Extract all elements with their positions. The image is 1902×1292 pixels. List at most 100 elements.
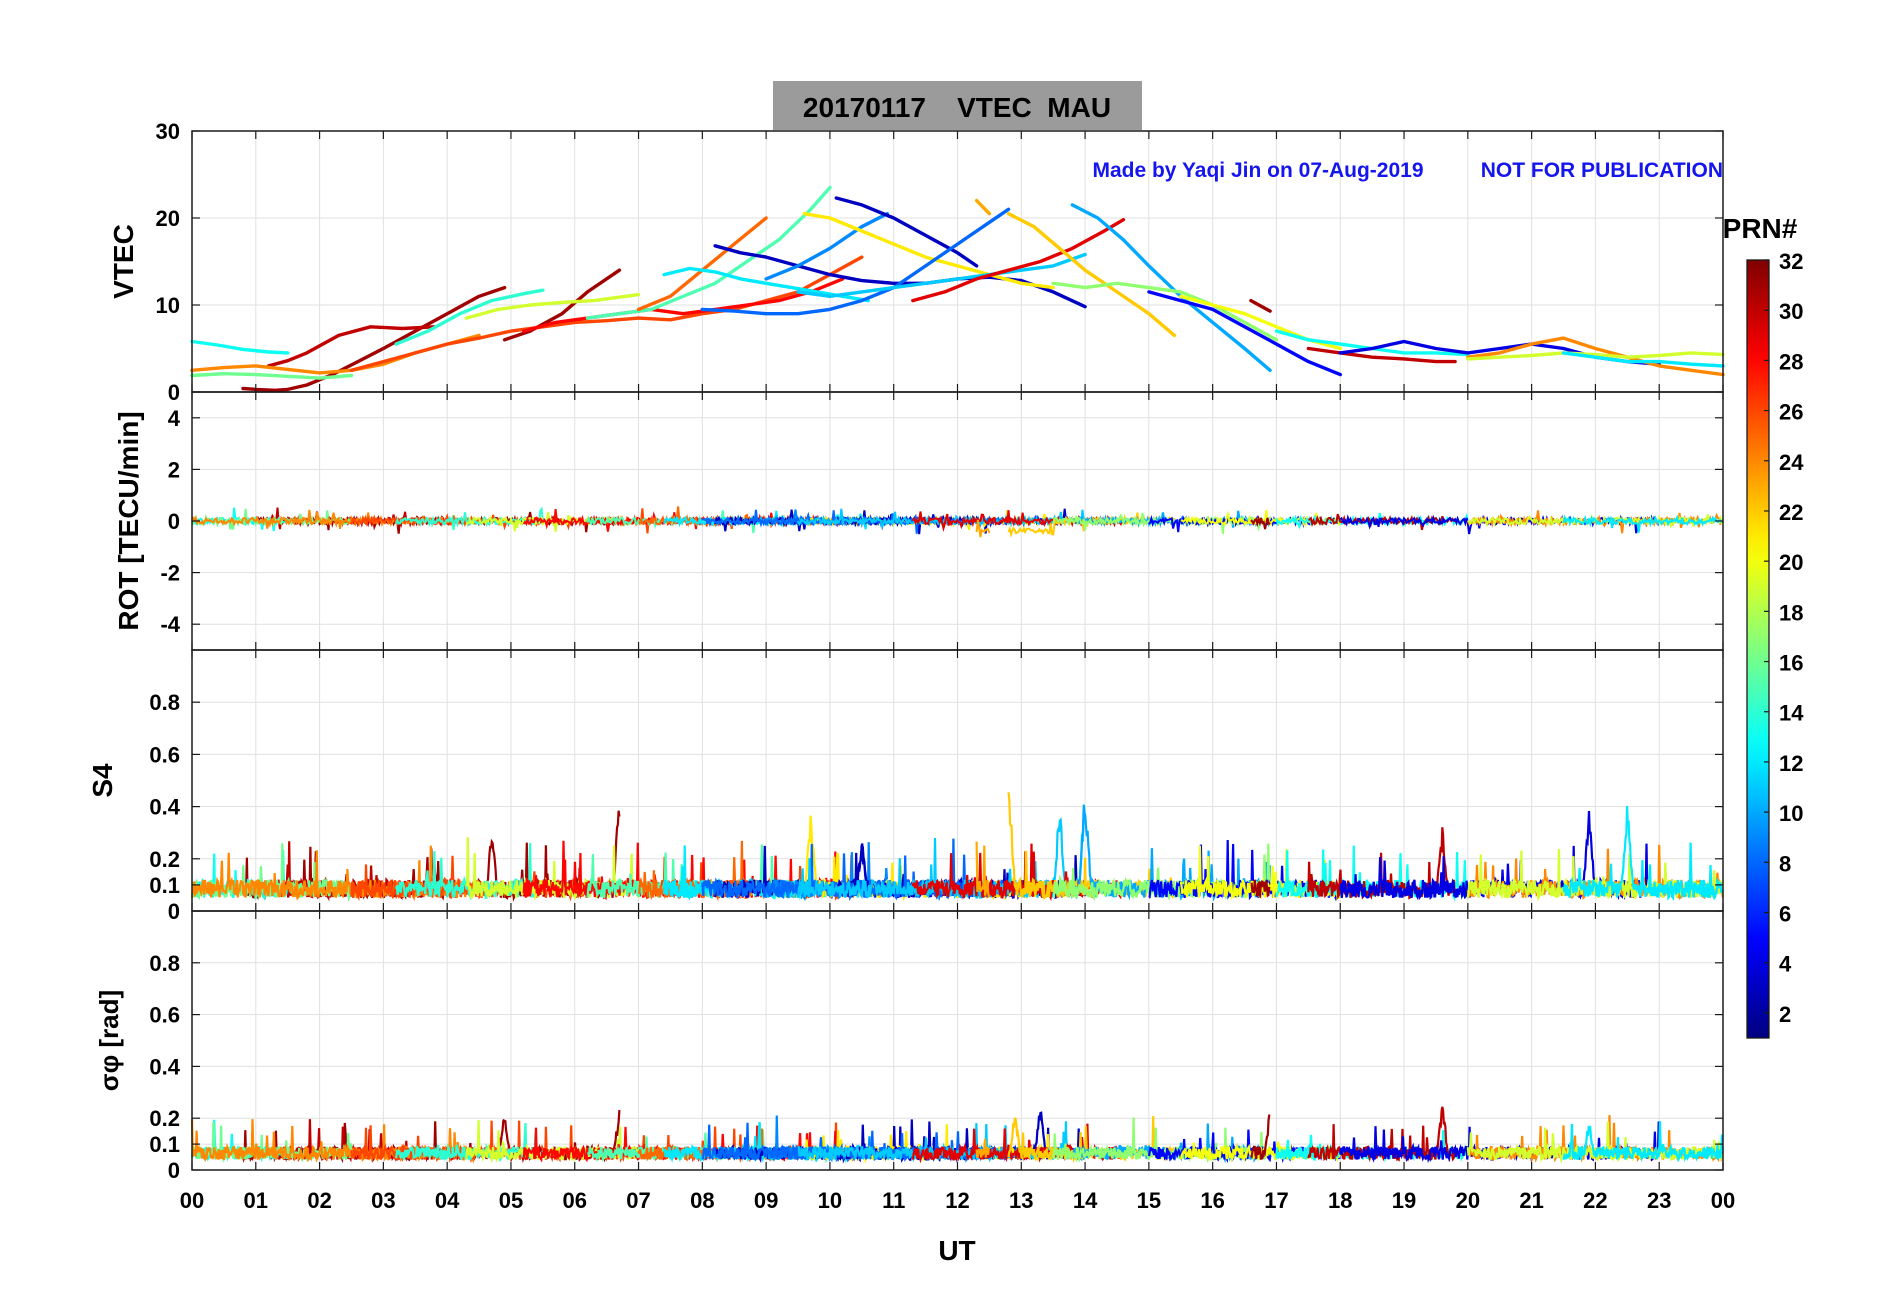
x-tick-label: 02 — [307, 1188, 331, 1213]
x-axis-label: UT — [938, 1235, 975, 1266]
y-tick-label: 10 — [156, 293, 180, 318]
sigma-phi-series — [975, 1138, 990, 1158]
x-tick-label: 07 — [626, 1188, 650, 1213]
sigma-phi-series — [911, 1123, 1123, 1164]
y-tick-label: 20 — [156, 206, 180, 231]
y-tick-label: 0.1 — [149, 1132, 180, 1157]
vtec-series — [585, 185, 832, 320]
x-tick-label: 23 — [1647, 1188, 1671, 1213]
x-tick-label: 01 — [244, 1188, 268, 1213]
chart-title: 20170117 VTEC MAU — [803, 92, 1111, 123]
s4-series — [1250, 879, 1271, 899]
x-tick-label: 06 — [563, 1188, 587, 1213]
colorbar-tick-label: 10 — [1779, 801, 1803, 826]
rot-series — [1250, 515, 1271, 530]
vtec-series — [1051, 281, 1279, 342]
y-axis-label-2: ROT [TECU/min] — [113, 411, 144, 630]
x-tick-label: 14 — [1073, 1188, 1098, 1213]
x-tick-label: 22 — [1583, 1188, 1607, 1213]
y-tick-label: 0.2 — [149, 847, 180, 872]
colorbar-tick-label: 20 — [1779, 550, 1803, 575]
x-tick-label: 20 — [1456, 1188, 1480, 1213]
frame-layer — [191, 130, 1724, 1171]
sigma-phi-series — [1562, 1120, 1724, 1163]
annotation-left: Made by Yaqi Jin on 07-Aug-2019 — [1092, 159, 1423, 182]
y-tick-label: 0.2 — [149, 1106, 180, 1131]
data-layer — [190, 185, 1725, 1164]
x-tick-label: 00 — [180, 1188, 204, 1213]
x-tick-label: 13 — [1009, 1188, 1033, 1213]
y-tick-label: 0.4 — [149, 1054, 180, 1079]
x-tick-label: 08 — [690, 1188, 714, 1213]
colorbar-gradient — [1746, 259, 1770, 1039]
vtec-series — [1006, 211, 1177, 338]
vtec-series — [1249, 298, 1272, 313]
s4-series — [1562, 806, 1724, 902]
y-tick-label: 0 — [168, 380, 180, 405]
s4-series — [975, 841, 990, 898]
vtec-series — [713, 244, 1087, 309]
colorbar-tick-label: 22 — [1779, 500, 1803, 525]
colorbar-tick-label: 18 — [1779, 600, 1803, 625]
x-tick-label: 17 — [1264, 1188, 1288, 1213]
colorbar-tick-label: 30 — [1779, 299, 1803, 324]
x-tick-label: 16 — [1200, 1188, 1224, 1213]
vtec-series — [266, 325, 437, 368]
colorbar-label: PRN# — [1723, 213, 1798, 244]
y-tick-label: 0.6 — [149, 742, 180, 767]
x-tick-label: 19 — [1392, 1188, 1416, 1213]
x-tick-label: 04 — [435, 1188, 460, 1213]
y-axis-label-4: σφ [rad] — [94, 990, 124, 1091]
x-tick-label: 09 — [754, 1188, 778, 1213]
vtec-series — [1274, 329, 1470, 357]
colorbar-tick-label: 2 — [1779, 1002, 1791, 1027]
vtec-series — [764, 211, 889, 281]
colorbar-tick-label: 26 — [1779, 400, 1803, 425]
vtec-series — [464, 292, 641, 320]
colorbar: 32 30 28 26 24 22 20 18 16 14 12 10 8 6 4 2 — [1746, 249, 1804, 1039]
x-tick-label: 15 — [1137, 1188, 1161, 1213]
rot-series — [975, 519, 991, 538]
vtec-series — [700, 207, 1011, 316]
y-tick-label: -2 — [160, 561, 180, 586]
colorbar-tick-label: 28 — [1779, 349, 1803, 374]
colorbar-tick-label: 6 — [1779, 902, 1791, 927]
colorbar-tick-label: 12 — [1779, 751, 1803, 776]
vtec-series — [911, 217, 1126, 303]
colorbar-tick-label: 8 — [1779, 851, 1791, 876]
vtec-series — [190, 339, 290, 355]
vtec-series — [394, 288, 545, 346]
colorbar-tick-label: 24 — [1779, 450, 1804, 475]
y-tick-label: 0 — [168, 899, 180, 924]
y-tick-label: 0 — [168, 509, 180, 534]
sigma-phi-series — [1250, 1114, 1271, 1160]
colorbar-tick-label: 16 — [1779, 651, 1803, 676]
y-tick-label: 4 — [168, 406, 181, 431]
label-layer: 3020100420-2-40.80.60.40.20.100.80.60.40… — [87, 119, 1735, 1213]
y-tick-label: 0 — [168, 1158, 180, 1183]
s4-series — [395, 843, 544, 901]
rot-series — [1148, 514, 1341, 533]
vtec-series — [802, 211, 1055, 290]
colorbar-tick-label: 4 — [1779, 952, 1792, 977]
vtec-series — [1561, 351, 1725, 368]
annotation-right: NOT FOR PUBLICATION — [1481, 159, 1723, 182]
y-axis-label-3: S4 — [87, 763, 118, 798]
y-tick-label: 0.6 — [149, 1003, 180, 1028]
vtec-series — [796, 252, 1087, 298]
vtec-series — [1147, 290, 1343, 377]
s4-series — [190, 845, 480, 902]
y-tick-label: 0.8 — [149, 690, 180, 715]
y-axis-label-1: VTEC — [108, 224, 139, 299]
vtec-series — [1466, 336, 1725, 377]
colorbar-tick-label: 32 — [1779, 249, 1803, 274]
y-tick-label: -4 — [160, 612, 180, 637]
vtec-series — [974, 198, 992, 216]
y-tick-label: 0.8 — [149, 951, 180, 976]
vtec-series — [241, 285, 507, 392]
vtec-series — [190, 372, 354, 380]
vtec-series — [349, 255, 864, 372]
x-tick-label: 10 — [818, 1188, 842, 1213]
x-tick-label: 18 — [1328, 1188, 1352, 1213]
